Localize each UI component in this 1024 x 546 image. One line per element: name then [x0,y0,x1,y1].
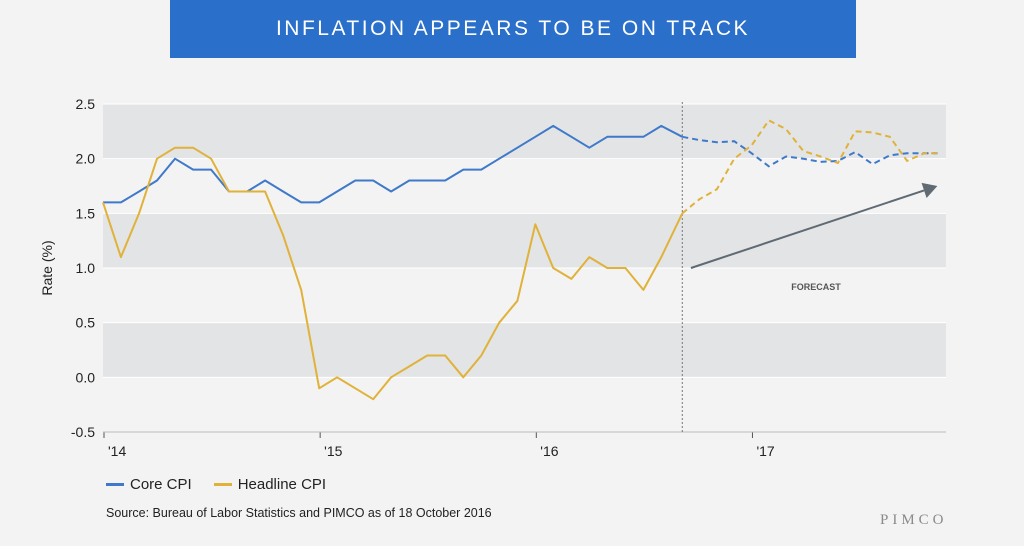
y-tick-label: 2.5 [76,96,96,112]
plot-band [103,322,946,378]
y-tick-label: 2.0 [76,151,96,167]
legend-item-core-cpi[interactable]: Core CPI [106,476,192,493]
plot-band [103,377,946,432]
y-tick-label: 1.0 [76,260,96,276]
legend-label-core-cpi: Core CPI [130,476,192,493]
plot-band [103,158,946,214]
legend-item-headline-cpi[interactable]: Headline CPI [213,476,327,493]
series-line-core [103,124,683,204]
x-tick-label: '16 [540,443,558,459]
legend: Core CPI Headline CPI [106,476,348,493]
plot-band [103,213,946,268]
x-tick-label: '17 [756,443,774,459]
plot-band [103,104,946,159]
x-tick-label: '14 [108,443,126,459]
series-forecast-core [682,135,938,168]
legend-swatch-core-cpi [106,483,124,486]
legend-label-headline-cpi: Headline CPI [237,476,327,493]
series-forecast-headline [681,119,938,215]
chart-title-banner: INFLATION APPEARS TO BE ON TRACK [170,0,856,58]
y-tick-label: 0.0 [76,369,96,385]
y-axis-label: Rate (%) [39,240,55,295]
brand-logo: PIMCO [880,512,948,528]
y-tick-label: 0.5 [76,315,96,331]
series-line-headline [102,146,684,401]
chart-title: INFLATION APPEARS TO BE ON TRACK [275,17,751,40]
y-tick-label: 1.5 [76,205,96,221]
legend-swatch-headline-cpi [213,483,232,486]
y-tick-label: -0.5 [71,424,95,440]
plot-band [103,268,946,323]
source-note: Source: Bureau of Labor Statistics and P… [106,506,492,520]
trend-arrow-head [921,182,938,199]
x-tick-label: '15 [324,443,342,459]
forecast-label: FORECAST [791,282,841,292]
trend-arrow-shaft [690,189,925,269]
